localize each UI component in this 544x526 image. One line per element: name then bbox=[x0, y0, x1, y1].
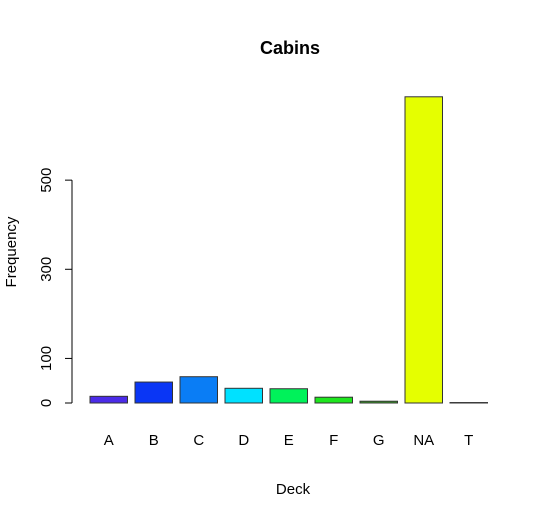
bar bbox=[134, 381, 173, 404]
bar bbox=[224, 387, 263, 404]
bar bbox=[179, 376, 218, 404]
bar bbox=[89, 395, 128, 404]
x-tick-label: E bbox=[284, 432, 294, 449]
y-tick-label: 100 bbox=[38, 346, 55, 371]
x-tick-label: G bbox=[373, 432, 385, 449]
chart-title: Cabins bbox=[260, 38, 320, 58]
bar bbox=[314, 396, 353, 404]
y-tick-label: 0 bbox=[38, 399, 55, 407]
bar bbox=[404, 96, 443, 404]
bar bbox=[269, 388, 308, 404]
x-tick-label: F bbox=[329, 432, 338, 449]
x-tick-label: NA bbox=[413, 432, 434, 449]
x-tick-label: D bbox=[238, 432, 249, 449]
x-tick-label: B bbox=[149, 432, 159, 449]
y-tick-label: 500 bbox=[38, 168, 55, 193]
y-axis-label: Frequency bbox=[3, 216, 20, 287]
x-tick-label: C bbox=[193, 432, 204, 449]
bar bbox=[359, 400, 398, 404]
x-axis-label: Deck bbox=[276, 481, 311, 498]
x-tick-label: A bbox=[104, 432, 114, 449]
y-tick-label: 300 bbox=[38, 257, 55, 282]
x-tick-label: T bbox=[464, 432, 473, 449]
